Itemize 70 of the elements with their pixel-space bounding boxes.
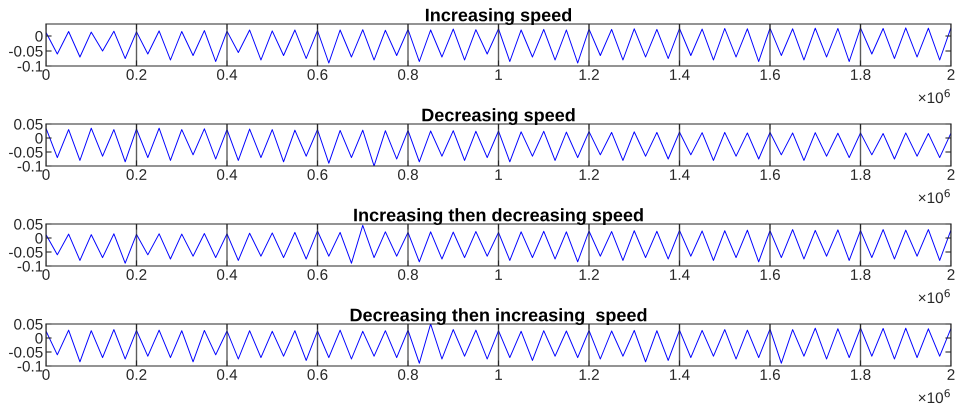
x-tick-label: 1 — [495, 269, 502, 280]
line-series — [46, 224, 951, 264]
text: ×10$^{6}$ — [918, 289, 950, 304]
x-tick-label: 1.8 — [851, 269, 870, 280]
x-tick-label: 0.6 — [307, 269, 328, 280]
chart-title: Decreasing then increasing speed — [350, 308, 646, 326]
text: ×10$^{6}$ — [918, 189, 950, 204]
y-tick-label: -0.05 — [9, 246, 43, 258]
x-tick-label: 0.4 — [216, 169, 238, 180]
y-tick-label: 0 — [35, 132, 43, 144]
chart-title: Increasing then decreasing speed — [354, 208, 643, 226]
text: ×10$^{6}$ — [918, 89, 950, 104]
y-tick-label: 0.05 — [14, 318, 43, 330]
x-tick-label: 0 — [42, 69, 50, 80]
x-tick-label: 2 — [948, 69, 954, 80]
x-tick-label: 0.8 — [398, 69, 418, 80]
y-tick-label: -0.05 — [9, 346, 43, 358]
y-tick-label: 0.05 — [14, 118, 43, 130]
x-tick-label: 1.2 — [580, 369, 599, 380]
chart-title: Increasing speed — [426, 8, 572, 26]
text: ×10$^{6}$ — [918, 389, 950, 404]
line-series — [46, 27, 951, 64]
y-tick-label: 0.05 — [14, 218, 43, 230]
x-tick-label: 1.2 — [580, 169, 599, 180]
y-tick-label: -0.1 — [18, 160, 42, 172]
x-tick-label: 0 — [42, 269, 50, 280]
x-tick-label: 0.2 — [126, 269, 146, 280]
y-tick-label: -0.1 — [18, 260, 42, 272]
x-tick-label: 1.4 — [670, 169, 690, 180]
x-tick-label: 0 — [42, 369, 50, 380]
x-tick-label: 1.8 — [851, 69, 870, 80]
x-tick-label: 1.8 — [851, 169, 870, 180]
x-tick-label: 1 — [495, 69, 502, 80]
x-tick-label: 1.2 — [580, 269, 599, 280]
line-series — [46, 324, 951, 364]
x-tick-label: 1 — [495, 369, 502, 380]
x-tick-label: 0.8 — [398, 169, 418, 180]
x-tick-label: 2 — [948, 169, 954, 180]
y-tick-label: 0 — [35, 332, 43, 344]
x-tick-label: 0.6 — [307, 69, 328, 80]
x-tick-label: 0 — [42, 169, 50, 180]
y-tick-label: -0.1 — [18, 360, 42, 372]
x-tick-label: 1.2 — [580, 69, 599, 80]
x-tick-label: 1.6 — [760, 69, 780, 80]
chart-title: Decreasing speed — [422, 108, 575, 126]
x-tick-label: 0.4 — [216, 69, 238, 80]
y-tick-label: -0.05 — [9, 46, 43, 57]
y-tick-label: 0 — [35, 30, 43, 42]
x-tick-label: 1.6 — [760, 269, 780, 280]
y-tick-label: 0 — [35, 232, 43, 244]
x-tick-label: 0.4 — [216, 269, 238, 280]
x-tick-label: 0.8 — [398, 269, 418, 280]
x-tick-label: 1.4 — [670, 369, 690, 380]
x-tick-label: 0.6 — [307, 369, 328, 380]
x-tick-label: 0.2 — [126, 69, 146, 80]
x-tick-label: 2 — [948, 369, 954, 380]
x-tick-label: 1 — [495, 169, 502, 180]
y-tick-label: -0.1 — [18, 60, 42, 72]
x-tick-label: 1.8 — [851, 369, 870, 380]
x-tick-label: 0.6 — [307, 169, 328, 180]
x-tick-label: 2 — [948, 269, 954, 280]
x-tick-label: 1.6 — [760, 169, 780, 180]
x-tick-label: 0.8 — [398, 369, 418, 380]
x-tick-label: 1.4 — [670, 269, 690, 280]
x-tick-label: 0.4 — [216, 369, 238, 380]
x-tick-label: 1.6 — [760, 369, 780, 380]
y-tick-label: -0.05 — [9, 146, 43, 158]
x-tick-label: 0.2 — [126, 169, 146, 180]
x-tick-label: 1.4 — [670, 69, 690, 80]
x-tick-label: 0.2 — [126, 369, 146, 380]
